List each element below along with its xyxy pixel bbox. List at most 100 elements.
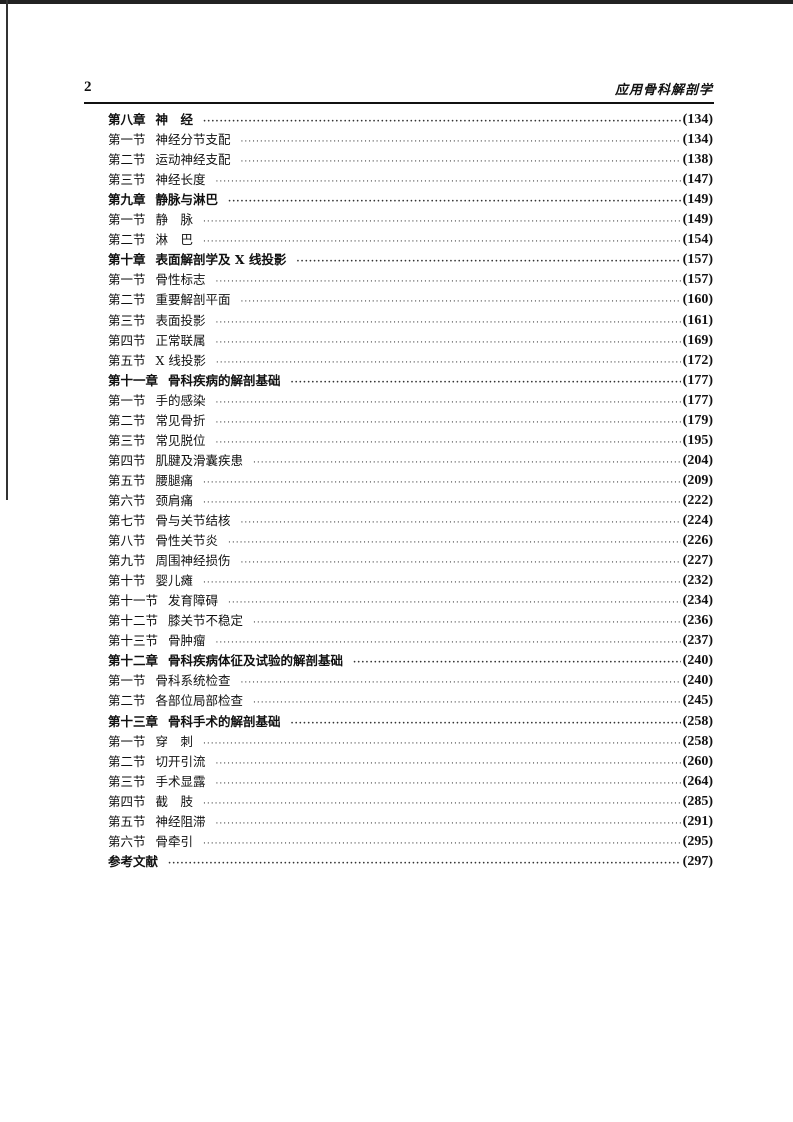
entry-page: (285) (682, 793, 713, 809)
dot-leader (253, 617, 681, 629)
entry-label: 第四节 (108, 332, 146, 348)
entry-title: 神 经 (155, 112, 194, 127)
dot-leader (203, 216, 681, 228)
dot-leader (291, 377, 681, 389)
entry-title: 神经阻滞 (155, 813, 206, 829)
entry-title: 骨科手术的解剖基础 (168, 713, 281, 729)
dot-leader (216, 176, 681, 188)
entry-label: 第九章 (108, 192, 146, 208)
entry-title: 肌腱及滑囊疾患 (155, 452, 244, 468)
entry-label: 第八章 (108, 112, 146, 127)
entry-title: 骨与关节结核 (155, 513, 231, 528)
entry-title: 表面投影 (155, 312, 206, 328)
entry-page: (245) (682, 693, 713, 709)
entry-title: 发育障碍 (168, 593, 219, 609)
entry-page: (260) (682, 753, 713, 769)
scan-edge-left (6, 0, 8, 500)
entry-page: (264) (682, 773, 713, 789)
dot-leader (203, 798, 681, 810)
entry-label: 第十二章 (108, 653, 159, 669)
entry-label: 第十节 (108, 573, 146, 589)
entry-title: 骨科疾病体征及试验的解剖基础 (168, 653, 344, 669)
entry-page: (157) (682, 272, 713, 288)
entry-title: 颈肩痛 (155, 492, 194, 508)
entry-page: (222) (682, 492, 713, 508)
entry-title: 婴儿瘫 (155, 573, 194, 589)
entry-page: (209) (682, 472, 713, 488)
entry-label: 第十三节 (108, 633, 159, 649)
entry-label: 第六节 (108, 833, 146, 849)
entry-label: 第十一章 (108, 372, 159, 388)
entry-label: 第三节 (108, 432, 146, 448)
entry-label: 第一节 (108, 673, 146, 689)
entry-title: 神经长度 (155, 172, 206, 188)
entry-title: 常见骨折 (155, 412, 206, 428)
entry-label: 第四节 (108, 452, 146, 468)
dot-leader (216, 818, 681, 830)
entry-page: (232) (682, 573, 713, 589)
entry-page: (169) (682, 332, 713, 348)
dot-leader (228, 597, 681, 609)
entry-title: 静脉与淋巴 (155, 192, 219, 208)
entry-title: 骨牵引 (155, 833, 194, 849)
entry-title: 神经分节支配 (155, 132, 231, 148)
dot-leader (241, 517, 681, 529)
entry-title: 切开引流 (155, 753, 206, 769)
entry-title: 骨科疾病的解剖基础 (168, 372, 281, 388)
entry-page: (134) (682, 112, 713, 127)
dot-leader (216, 437, 681, 449)
entry-title: 手术显露 (155, 773, 206, 789)
entry-label: 第五节 (108, 813, 146, 829)
entry-label: 第十二节 (108, 613, 159, 629)
dot-leader (203, 116, 681, 128)
toc-chapter-entry: 参考文献 (297) (108, 850, 713, 870)
dot-leader (216, 317, 681, 329)
header-rule (84, 102, 714, 104)
entry-page: (134) (682, 132, 713, 148)
entry-title: 手的感染 (155, 392, 206, 408)
dot-leader (216, 276, 681, 288)
entry-page: (195) (682, 432, 713, 448)
dot-leader (168, 858, 681, 870)
dot-leader (291, 718, 681, 730)
dot-leader (216, 357, 681, 369)
entry-label: 第四节 (108, 793, 146, 809)
entry-label: 第五节 (108, 472, 146, 488)
entry-page: (295) (682, 833, 713, 849)
dot-leader (241, 557, 681, 569)
entry-title: 运动神经支配 (155, 152, 231, 168)
entry-title: 正常联属 (155, 332, 206, 348)
dot-leader (203, 577, 681, 589)
entry-title: 骨科系统检查 (155, 673, 231, 689)
entry-page: (297) (682, 853, 713, 869)
entry-label: 第三节 (108, 172, 146, 188)
entry-page: (227) (682, 553, 713, 569)
entry-label: 第二节 (108, 232, 146, 248)
dot-leader (241, 296, 681, 308)
dot-leader (203, 738, 681, 750)
entry-title: 截 肢 (155, 793, 194, 809)
dot-leader (241, 156, 681, 168)
entry-label: 第六节 (108, 492, 146, 508)
entry-page: (226) (682, 533, 713, 549)
entry-title: 各部位局部检查 (155, 693, 244, 709)
entry-page: (157) (682, 252, 713, 268)
